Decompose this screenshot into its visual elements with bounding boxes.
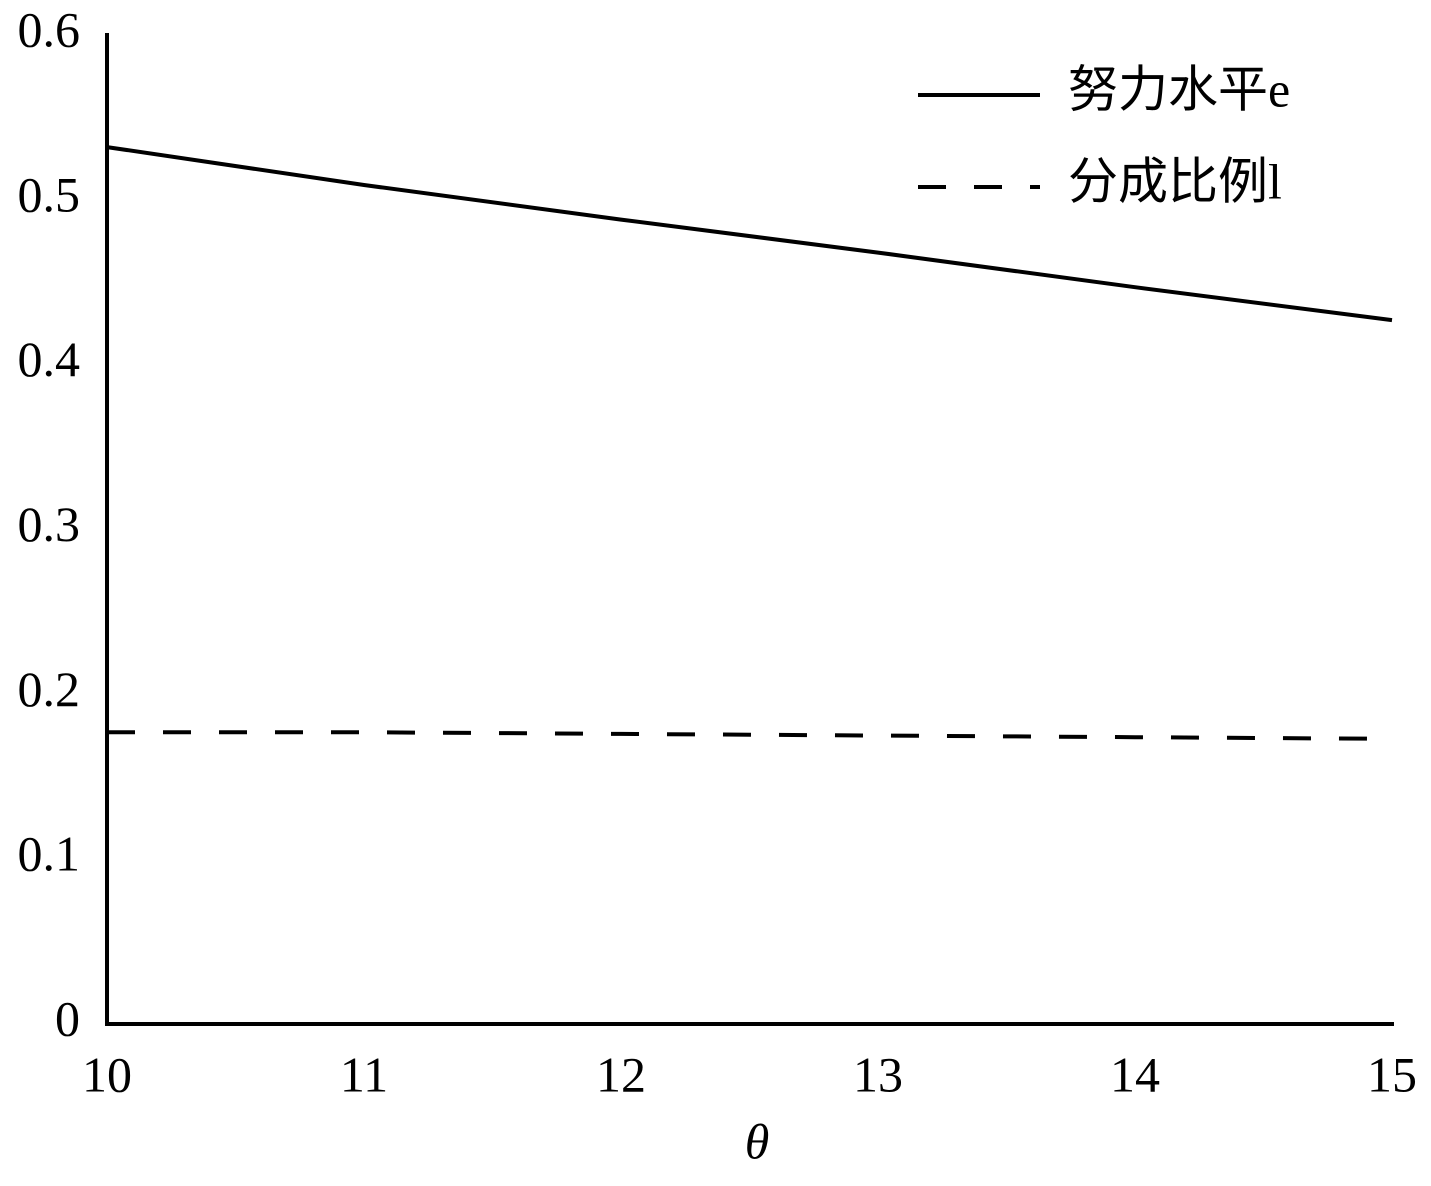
y-tick-label: 0.5	[18, 166, 81, 222]
x-tick-label: 15	[1367, 1046, 1417, 1102]
y-tick-label: 0	[55, 990, 80, 1046]
x-tick-label: 14	[1110, 1046, 1160, 1102]
series-line	[106, 145, 1393, 323]
x-tick-label: 10	[82, 1046, 132, 1102]
x-tick-label: 13	[853, 1046, 903, 1102]
x-axis-label: θ	[745, 1113, 770, 1169]
legend-label: 努力水平e	[1068, 61, 1290, 117]
y-tick-label: 0.2	[18, 661, 81, 717]
y-tick-label: 0.3	[18, 496, 81, 552]
y-tick-label: 0.6	[18, 1, 81, 57]
y-tick-label: 0.4	[18, 331, 81, 387]
legend: 努力水平e 分成比例l	[918, 61, 1290, 209]
x-tick-label: 11	[340, 1046, 388, 1102]
legend-label: 分成比例l	[1068, 153, 1282, 209]
x-tick-label: 12	[596, 1046, 646, 1102]
series-line	[107, 730, 1393, 741]
y-tick-label: 0.1	[18, 826, 81, 882]
